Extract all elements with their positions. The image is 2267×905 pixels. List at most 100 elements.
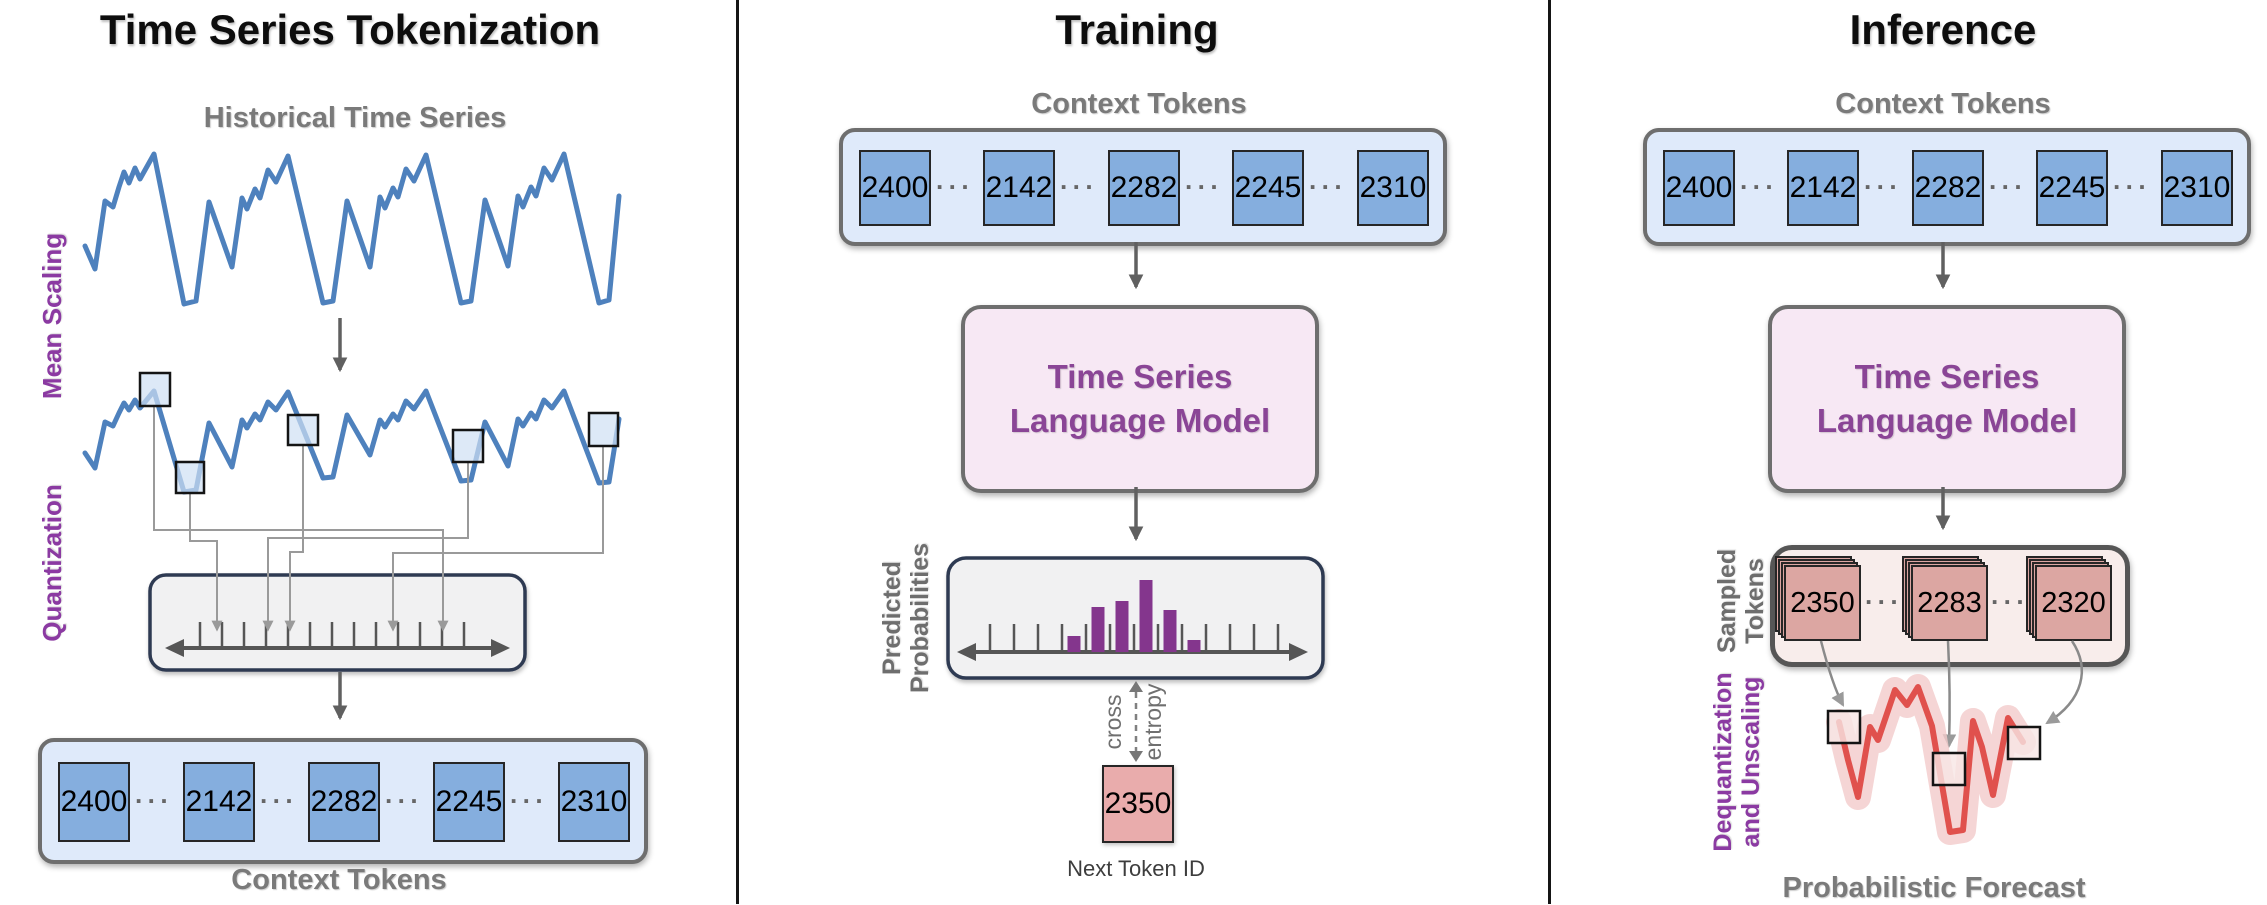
next-token-caption: Next Token ID <box>1067 856 1205 881</box>
panel-divider-right <box>1548 0 1551 904</box>
ellipsis: ··· <box>135 785 173 816</box>
context-token-value: 2142 <box>185 785 253 818</box>
quantization-ticks <box>198 622 466 648</box>
predicted-probabilities-box <box>946 556 1325 680</box>
context-token-value: 2310 <box>560 785 628 818</box>
context-token: 2245 <box>2036 150 2108 226</box>
context-token: 2245 <box>1232 150 1304 226</box>
context-token: 2400 <box>859 150 931 226</box>
sampled-token-value: 2320 <box>2041 586 2106 619</box>
context-tokens-container-tokenization: 2400 ··· 2142 ··· 2282 ··· 2245 ··· 2310 <box>38 738 648 864</box>
model-label-line1: Time Series <box>1854 358 2040 395</box>
ellipsis: ··· <box>2113 171 2151 202</box>
model-label-line1: Time Series <box>1047 358 1233 395</box>
probabilistic-forecast-label: Probabilistic Forecast <box>1782 872 2086 904</box>
quantization-connector <box>262 462 469 632</box>
forecast-point-boxes <box>1826 709 2042 787</box>
quantization-connector <box>153 406 449 632</box>
context-token-value: 2400 <box>861 171 929 204</box>
inference-panel-title: Inference <box>1849 6 2037 53</box>
context-token-value: 2400 <box>1665 171 1733 204</box>
probability-ticks <box>988 624 1280 652</box>
ellipsis: ··· <box>1989 171 2027 202</box>
ellipsis: ··· <box>1864 171 1902 202</box>
mean-scaling-label: Mean Scaling <box>37 232 67 400</box>
axis-arrowhead-right <box>491 639 510 657</box>
ellipsis: ··· <box>1740 171 1778 202</box>
forecast-line <box>1836 684 2026 835</box>
quantization-box <box>148 573 527 672</box>
context-token: 2310 <box>1357 150 1429 226</box>
context-token: 2400 <box>58 762 130 842</box>
context-token: 2245 <box>433 762 505 842</box>
quantization-connector <box>189 493 223 632</box>
context-tokens-container-inference: 2400 ··· 2142 ··· 2282 ··· 2245 ··· 2310 <box>1643 128 2251 246</box>
context-token: 2400 <box>1663 150 1735 226</box>
context-token-value: 2245 <box>1234 171 1302 204</box>
context-token: 2142 <box>183 762 255 842</box>
sampled-point-boxes <box>138 371 620 495</box>
context-tokens-caption: Context Tokens <box>1031 88 1247 120</box>
ellipsis: ··· <box>1865 586 1903 617</box>
context-token-value: 2282 <box>310 785 378 818</box>
historical-series-label: Historical Time Series <box>203 102 507 134</box>
ellipsis: ··· <box>1185 171 1223 202</box>
axis-arrowhead-right <box>1289 643 1308 661</box>
panel-divider-left <box>736 0 739 904</box>
context-token: 2282 <box>1912 150 1984 226</box>
sampled-token-value: 2350 <box>1790 586 1855 619</box>
context-token-value: 2142 <box>1789 171 1857 204</box>
context-tokens-caption: Context Tokens <box>231 864 447 896</box>
context-token: 2142 <box>983 150 1055 226</box>
ellipsis: ··· <box>1991 586 2029 617</box>
context-token: 2310 <box>558 762 630 842</box>
ellipsis: ··· <box>385 785 423 816</box>
scaled-time-series-line <box>82 388 622 495</box>
sampled-token-card: 2350 <box>1784 565 1861 641</box>
ellipsis: ··· <box>260 785 298 816</box>
context-token: 2142 <box>1787 150 1859 226</box>
training-panel-title: Training <box>1055 6 1219 53</box>
next-token-value: 2350 <box>1104 787 1172 820</box>
context-token: 2310 <box>2161 150 2233 226</box>
historical-time-series-line <box>82 151 622 307</box>
ellipsis: ··· <box>1060 171 1098 202</box>
context-token-value: 2245 <box>2038 171 2106 204</box>
time-series-language-model-box-training: Time Series Language Model <box>961 305 1319 493</box>
model-label-line2: Language Model <box>1009 402 1271 439</box>
context-token: 2282 <box>1108 150 1180 226</box>
quantization-connector <box>284 445 304 632</box>
context-token-value: 2310 <box>1359 171 1427 204</box>
axis-arrowhead-left <box>957 643 976 661</box>
context-token: 2282 <box>308 762 380 842</box>
sampled-token-value: 2283 <box>1917 586 1982 619</box>
context-tokens-caption: Context Tokens <box>1835 88 2051 120</box>
next-token-box: 2350 <box>1102 765 1174 843</box>
ellipsis: ··· <box>936 171 974 202</box>
probability-bars <box>1067 580 1201 652</box>
cross-entropy-label: cross entropy <box>1100 683 1166 761</box>
context-token-value: 2142 <box>985 171 1053 204</box>
axis-arrowhead-left <box>165 639 184 657</box>
sampled-token-card: 2283 <box>1911 565 1988 641</box>
sampled-token-stack: 2350 <box>1775 556 1861 641</box>
predicted-probabilities-label: Predicted Probabilities <box>878 542 934 694</box>
forecast-uncertainty-band <box>1826 674 2036 845</box>
sampled-token-stack: 2283 <box>1902 556 1988 641</box>
context-token-value: 2245 <box>435 785 503 818</box>
dequantization-label: Dequantization and Unscaling <box>1709 672 1765 852</box>
model-label-line2: Language Model <box>1816 402 2078 439</box>
ellipsis: ··· <box>1309 171 1347 202</box>
quantization-connector <box>387 446 604 632</box>
quantization-label: Quantization <box>37 484 67 642</box>
ellipsis: ··· <box>510 785 548 816</box>
context-token-value: 2282 <box>1110 171 1178 204</box>
context-token-value: 2400 <box>60 785 128 818</box>
sampled-token-card: 2320 <box>2035 565 2112 641</box>
sampled-token-stack: 2320 <box>2026 556 2112 641</box>
tokenization-panel-title: Time Series Tokenization <box>99 6 601 53</box>
context-token-value: 2282 <box>1914 171 1982 204</box>
context-token-value: 2310 <box>2163 171 2231 204</box>
time-series-language-model-box-inference: Time Series Language Model <box>1768 305 2126 493</box>
